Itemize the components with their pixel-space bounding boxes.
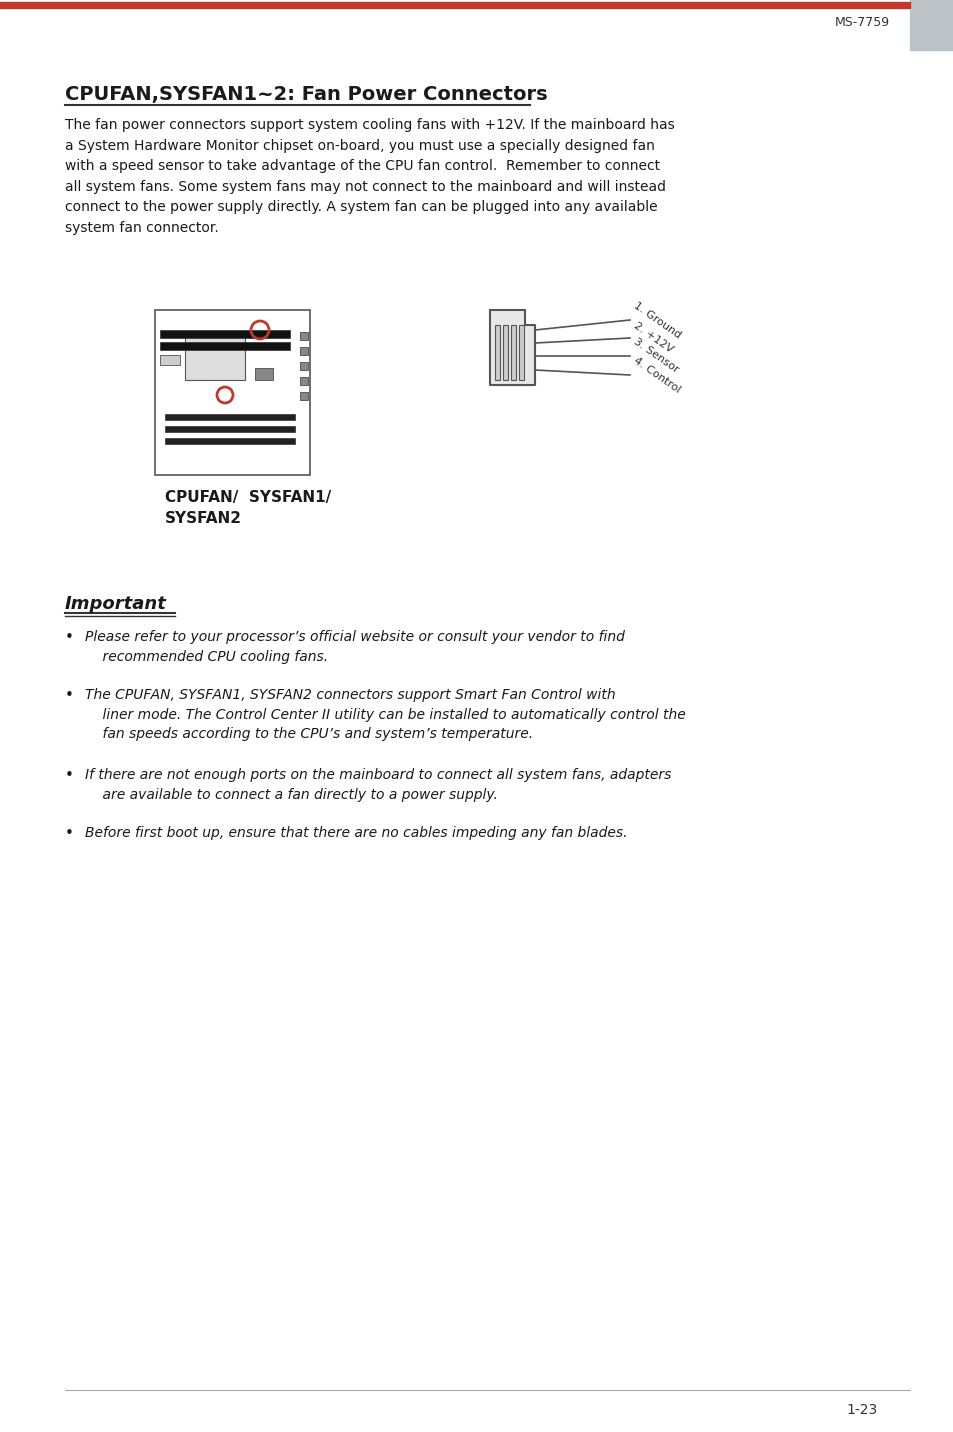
Bar bbox=[299, 377, 308, 385]
Bar bbox=[165, 425, 294, 432]
Bar bbox=[0, 1, 909, 9]
Polygon shape bbox=[490, 309, 535, 385]
Text: Before first boot up, ensure that there are no cables impeding any fan blades.: Before first boot up, ensure that there … bbox=[85, 826, 627, 841]
Text: •: • bbox=[65, 768, 73, 783]
Bar bbox=[909, 0, 953, 50]
Text: 1. Ground: 1. Ground bbox=[631, 301, 682, 339]
Text: The fan power connectors support system cooling fans with +12V. If the mainboard: The fan power connectors support system … bbox=[65, 117, 674, 235]
Bar bbox=[299, 392, 308, 400]
Text: CPUFAN,SYSFAN1~2: Fan Power Connectors: CPUFAN,SYSFAN1~2: Fan Power Connectors bbox=[65, 84, 547, 105]
Text: •: • bbox=[65, 630, 73, 644]
Text: Important: Important bbox=[65, 596, 167, 613]
Bar bbox=[165, 414, 294, 420]
Text: •: • bbox=[65, 826, 73, 841]
Bar bbox=[502, 325, 507, 379]
Bar bbox=[495, 325, 499, 379]
Bar bbox=[160, 342, 290, 349]
Text: •: • bbox=[65, 687, 73, 703]
Bar bbox=[254, 368, 273, 379]
Bar bbox=[160, 329, 290, 338]
Bar bbox=[165, 438, 294, 444]
Bar bbox=[185, 335, 245, 379]
Bar bbox=[299, 332, 308, 339]
Text: CPUFAN/  SYSFAN1/
SYSFAN2: CPUFAN/ SYSFAN1/ SYSFAN2 bbox=[165, 490, 331, 526]
Text: 4. Control: 4. Control bbox=[631, 355, 681, 395]
Bar bbox=[154, 309, 310, 475]
Text: If there are not enough ports on the mainboard to connect all system fans, adapt: If there are not enough ports on the mai… bbox=[85, 768, 671, 802]
Text: MS-7759: MS-7759 bbox=[834, 16, 889, 29]
Text: Please refer to your processor’s official website or consult your vendor to find: Please refer to your processor’s officia… bbox=[85, 630, 624, 663]
Bar bbox=[511, 325, 516, 379]
Bar bbox=[160, 355, 180, 365]
Text: 3. Sensor: 3. Sensor bbox=[631, 337, 679, 375]
Text: 1-23: 1-23 bbox=[846, 1403, 877, 1418]
Bar bbox=[518, 325, 523, 379]
Bar bbox=[299, 347, 308, 355]
Bar bbox=[299, 362, 308, 369]
Text: The CPUFAN, SYSFAN1, SYSFAN2 connectors support Smart Fan Control with
    liner: The CPUFAN, SYSFAN1, SYSFAN2 connectors … bbox=[85, 687, 685, 740]
Text: 2. +12V: 2. +12V bbox=[631, 321, 674, 355]
Text: Chapter 1: Chapter 1 bbox=[923, 200, 940, 299]
